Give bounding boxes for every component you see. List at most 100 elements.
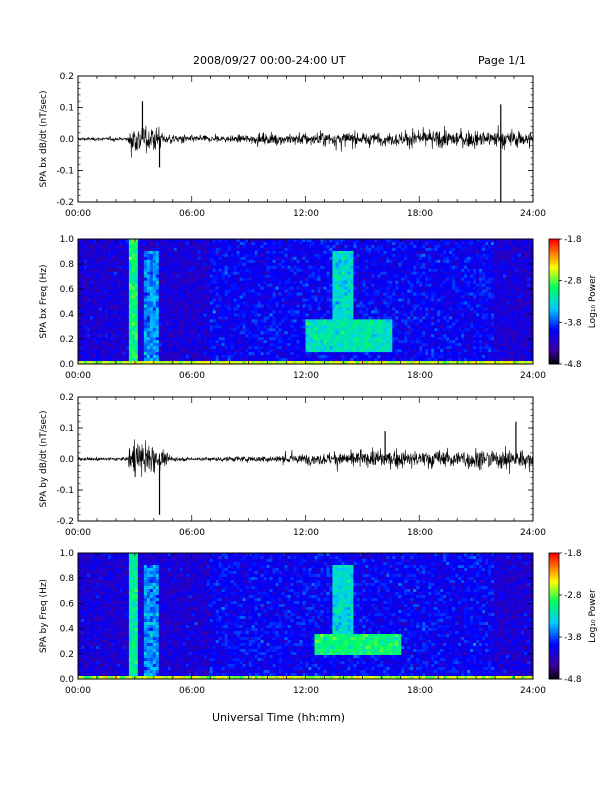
heatmap-cell xyxy=(317,259,321,264)
heatmap-cell xyxy=(215,298,220,302)
heatmap-cell xyxy=(233,301,238,305)
heatmap-cell xyxy=(188,271,193,276)
heatmap-cell xyxy=(392,292,396,296)
heatmap-cell xyxy=(203,292,208,296)
heatmap-cell xyxy=(353,352,357,356)
heatmap-cell xyxy=(134,304,139,308)
heatmap-cell xyxy=(335,253,339,258)
heatmap-cell xyxy=(152,256,157,261)
heatmap-cell xyxy=(281,340,285,344)
heatmap-cell xyxy=(236,328,241,332)
heatmap-cell xyxy=(317,268,321,273)
heatmap-cell xyxy=(389,259,393,264)
heatmap-cell xyxy=(305,289,309,293)
heatmap-cell xyxy=(320,316,324,320)
heatmap-cell xyxy=(227,325,232,329)
heatmap-cell xyxy=(353,301,357,305)
heatmap-cell xyxy=(122,265,127,270)
heatmap-cell xyxy=(287,295,291,299)
heatmap-cell xyxy=(101,349,106,353)
heatmap-cell xyxy=(146,250,151,255)
heatmap-cell xyxy=(260,343,264,347)
heatmap-cell xyxy=(191,310,196,314)
heatmap-cell xyxy=(359,265,363,270)
heatmap-cell xyxy=(416,352,420,356)
heatmap-cell xyxy=(260,253,264,258)
heatmap-cell xyxy=(365,239,369,243)
heatmap-cell xyxy=(113,265,118,270)
heatmap-cell xyxy=(167,239,172,243)
heatmap-cell xyxy=(314,253,318,258)
heatmap-cell xyxy=(359,352,363,356)
heatmap-cell xyxy=(278,331,282,335)
heatmap-cell xyxy=(275,307,279,311)
heatmap-cell xyxy=(368,250,372,255)
heatmap-cell xyxy=(125,328,130,332)
heatmap-cell xyxy=(329,313,333,317)
heatmap-cell xyxy=(152,274,157,279)
heatmap-cell xyxy=(341,322,345,326)
heatmap-cell xyxy=(254,253,258,258)
heatmap-cell xyxy=(356,262,360,267)
heatmap-cell xyxy=(170,307,175,311)
heatmap-cell xyxy=(170,313,175,317)
heatmap-cell xyxy=(206,295,211,299)
heatmap-cell xyxy=(314,289,318,293)
heatmap-cell xyxy=(284,268,288,273)
heatmap-cell xyxy=(137,274,142,279)
heatmap-cell xyxy=(350,277,354,282)
heatmap-cell xyxy=(407,304,411,308)
heatmap-cell xyxy=(78,271,82,276)
heatmap-cell xyxy=(134,301,139,305)
heatmap-cell xyxy=(227,286,232,290)
heatmap-cell xyxy=(296,262,300,267)
heatmap-cell xyxy=(419,322,423,326)
heatmap-cell xyxy=(122,355,127,359)
heatmap-cell xyxy=(116,343,121,347)
heatmap-cell xyxy=(224,250,229,255)
heatmap-cell xyxy=(236,253,241,258)
heatmap-cell xyxy=(353,325,357,329)
heatmap-cell xyxy=(329,286,333,290)
heatmap-cell xyxy=(389,268,393,273)
heatmap-cell xyxy=(371,343,375,347)
heatmap-cell xyxy=(116,361,121,365)
heatmap-cell xyxy=(137,286,142,290)
heatmap-cell xyxy=(380,286,384,290)
heatmap-cell xyxy=(158,239,163,243)
heatmap-cell xyxy=(344,289,348,293)
heatmap-cell xyxy=(101,301,106,305)
heatmap-cell xyxy=(158,340,163,344)
heatmap-cell xyxy=(263,274,267,279)
heatmap-cell xyxy=(293,274,297,279)
heatmap-cell xyxy=(197,259,202,264)
heatmap-cell xyxy=(383,271,387,276)
heatmap-cell xyxy=(104,259,109,264)
heatmap-cell xyxy=(146,298,151,302)
heatmap-cell xyxy=(275,301,279,305)
heatmap-cell xyxy=(116,316,121,320)
heatmap-cell xyxy=(146,355,151,359)
heatmap-cell xyxy=(359,271,363,276)
heatmap-cell xyxy=(275,331,279,335)
heatmap-cell xyxy=(407,250,411,255)
heatmap-cell xyxy=(383,310,387,314)
heatmap-cell xyxy=(374,346,378,350)
heatmap-cell xyxy=(365,247,369,252)
heatmap-cell xyxy=(131,361,136,365)
y-tick-label: 0.2 xyxy=(60,72,74,82)
heatmap-cell xyxy=(182,325,187,329)
heatmap-cell xyxy=(416,337,420,341)
heatmap-cell xyxy=(242,244,247,249)
heatmap-cell xyxy=(401,331,405,335)
heatmap-cell xyxy=(89,274,94,279)
heatmap-cell xyxy=(359,346,363,350)
heatmap-cell xyxy=(305,307,309,311)
heatmap-cell xyxy=(299,322,303,326)
heatmap-cell xyxy=(218,265,223,270)
heatmap-cell xyxy=(362,355,366,359)
page-number: Page 1/1 xyxy=(478,54,526,67)
heatmap-cell xyxy=(401,322,405,326)
heatmap-cell xyxy=(152,253,157,258)
heatmap-cell xyxy=(257,322,261,326)
